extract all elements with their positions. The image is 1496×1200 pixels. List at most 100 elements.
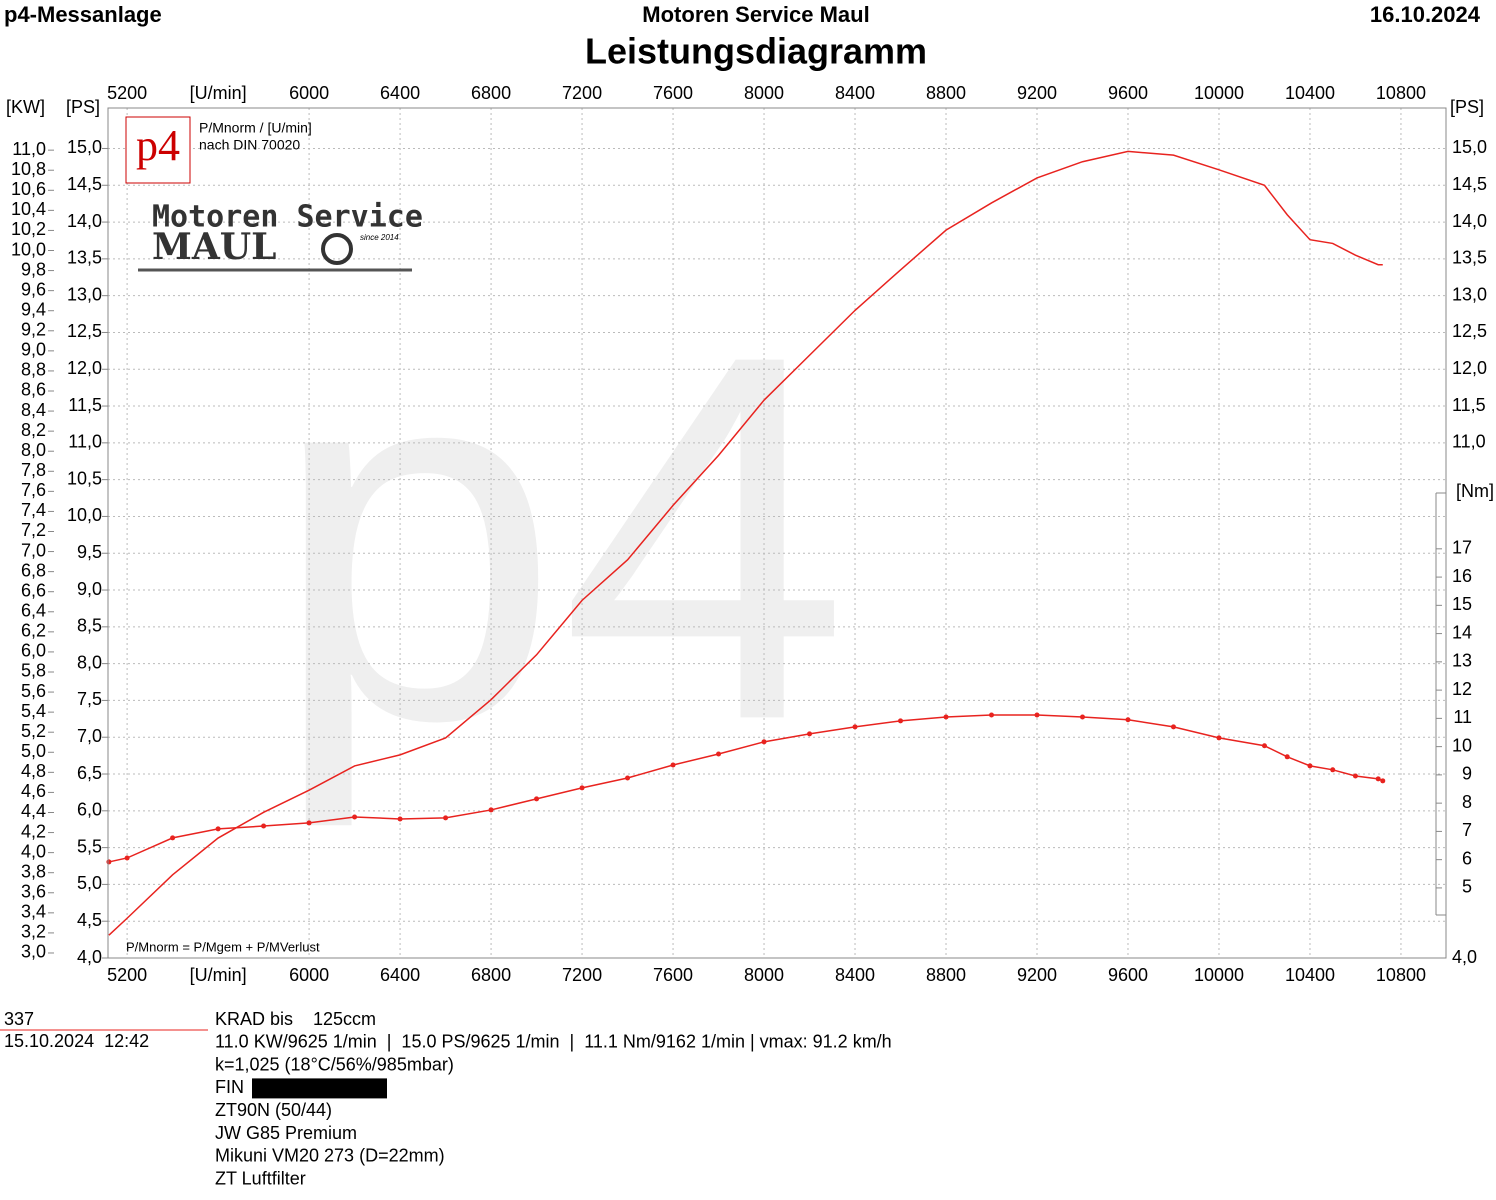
x-tick-label: 10800 [1376,965,1426,985]
y3-tick-label: 15 [1452,594,1472,614]
footer-datetime: 15.10.2024 12:42 [4,1031,149,1051]
x-tick-label: 6400 [380,83,420,103]
line [108,150,1383,936]
y2-tick-label: 6,4 [21,601,46,621]
x-tick-label: 9200 [1017,83,1057,103]
y2-tick-label: 3,4 [21,902,46,922]
x-tick-label: 7200 [562,965,602,985]
x-tick-label: 10800 [1376,83,1426,103]
point [1375,776,1381,782]
x-tick-label: 5200 [107,965,147,985]
y-tick-label-right: 11,0 [1452,432,1486,452]
point [306,820,312,826]
y2-tick-label: 3,8 [21,861,46,881]
y2-tick-label: 4,0 [21,841,46,861]
logo-badge [125,116,191,184]
y-tick-label: 9,0 [77,579,102,599]
point [1125,717,1131,723]
y2-tick-label: 9,6 [21,279,46,299]
footer-line: JW G85 Premium [215,1123,357,1143]
y-tick-label: 11,5 [68,395,102,415]
point [534,796,540,802]
y3-tick-label: 9 [1462,764,1472,784]
plot: 5200 5200 6000 6000 6400 6400 6800 6800 7200 7200… [11,83,1487,985]
y2-tick-label: 9,2 [21,320,46,340]
x-tick-label: 10000 [1194,965,1244,985]
footer-line: FIN [215,1077,244,1097]
y2-tick-label: 5,0 [21,741,46,761]
y2-tick-label: 4,2 [21,821,46,841]
y3-tick-label: 5 [1462,877,1472,897]
point [989,712,995,718]
point [170,835,176,841]
y2-tick-label: 10,6 [11,179,46,199]
y3-tick-label: 14 [1452,622,1472,642]
x-tick-label: 8400 [835,83,875,103]
plot-frame [107,107,1447,959]
y-unit-right: [PS] [1450,97,1484,117]
point [807,731,813,737]
y2-tick-label: 8,0 [21,440,46,460]
point [943,714,949,720]
y-tick-label: 13,0 [67,284,102,304]
y3-tick-label: 7 [1462,820,1472,840]
point [124,855,130,861]
point [852,724,858,730]
header-right: 16.10.2024 [1370,2,1481,27]
point [1079,714,1085,720]
point [1034,712,1040,718]
y-tick-label: 4,0 [77,947,102,967]
point [443,815,449,821]
x-unit: [U/min] [190,83,247,103]
point [1330,767,1336,773]
y2-tick-label: 10,4 [11,199,46,219]
y-tick-label: 12,5 [67,321,102,341]
y-tick-label-right: 15,0 [1452,137,1487,157]
legend-text: nach DIN 70020 [199,137,300,153]
y-tick-label: 4,5 [77,910,102,930]
point [1352,773,1358,779]
x-tick-label: 6000 [289,965,329,985]
y3-tick-label: 11 [1453,707,1472,727]
y-unit: [PS] [66,97,100,117]
y2-tick-label: 10,8 [11,159,46,179]
y3-unit: [Nm] [1456,481,1494,501]
point [1380,778,1386,784]
point [670,762,676,768]
y-tick-label: 5,0 [77,873,102,893]
y-tick-label-right: 13,5 [1452,248,1487,268]
footer-line: Mikuni VM20 273 (D=22mm) [215,1146,445,1166]
y-tick-label-right: 14,0 [1452,211,1487,231]
x-tick-label: 6800 [471,83,511,103]
y-tick-label: 13,5 [67,248,102,268]
y2-tick-label: 7,4 [21,500,46,520]
y-tick-label: 11,0 [68,432,102,452]
redaction [252,1078,387,1099]
y2-tick-label: 4,8 [21,761,46,781]
point [106,859,112,865]
y-tick-label: 9,5 [77,542,102,562]
x-unit: [U/min] [190,965,247,985]
y2-tick-label: 4,6 [21,781,46,801]
y-tick-label: 5,5 [77,836,102,856]
point [488,807,494,813]
y-tick-label: 8,5 [77,616,102,636]
footer-line: k=1,025 (18°C/56%/985mbar) [215,1054,454,1074]
y2-tick-label: 10,0 [11,239,46,259]
x-tick-label: 6800 [471,965,511,985]
y-tick-label: 6,0 [77,800,102,820]
footer-line: ZT Luftfilter [215,1168,306,1188]
y2-tick-label: 7,8 [21,460,46,480]
x-tick-label: 9200 [1017,965,1057,985]
y2-tick-label: 9,4 [21,299,46,319]
y-tick-label: 7,0 [77,726,102,746]
y-tick-label-right: 13,0 [1452,284,1487,304]
y-tick-label: 10,5 [67,468,102,488]
point [1307,763,1313,769]
x-tick-label: 6400 [380,965,420,985]
x-tick-label: 10000 [1194,83,1244,103]
y2-tick-label: 6,6 [21,580,46,600]
y2-tick-label: 8,2 [21,420,46,440]
y2-tick-label: 3,2 [21,922,46,942]
